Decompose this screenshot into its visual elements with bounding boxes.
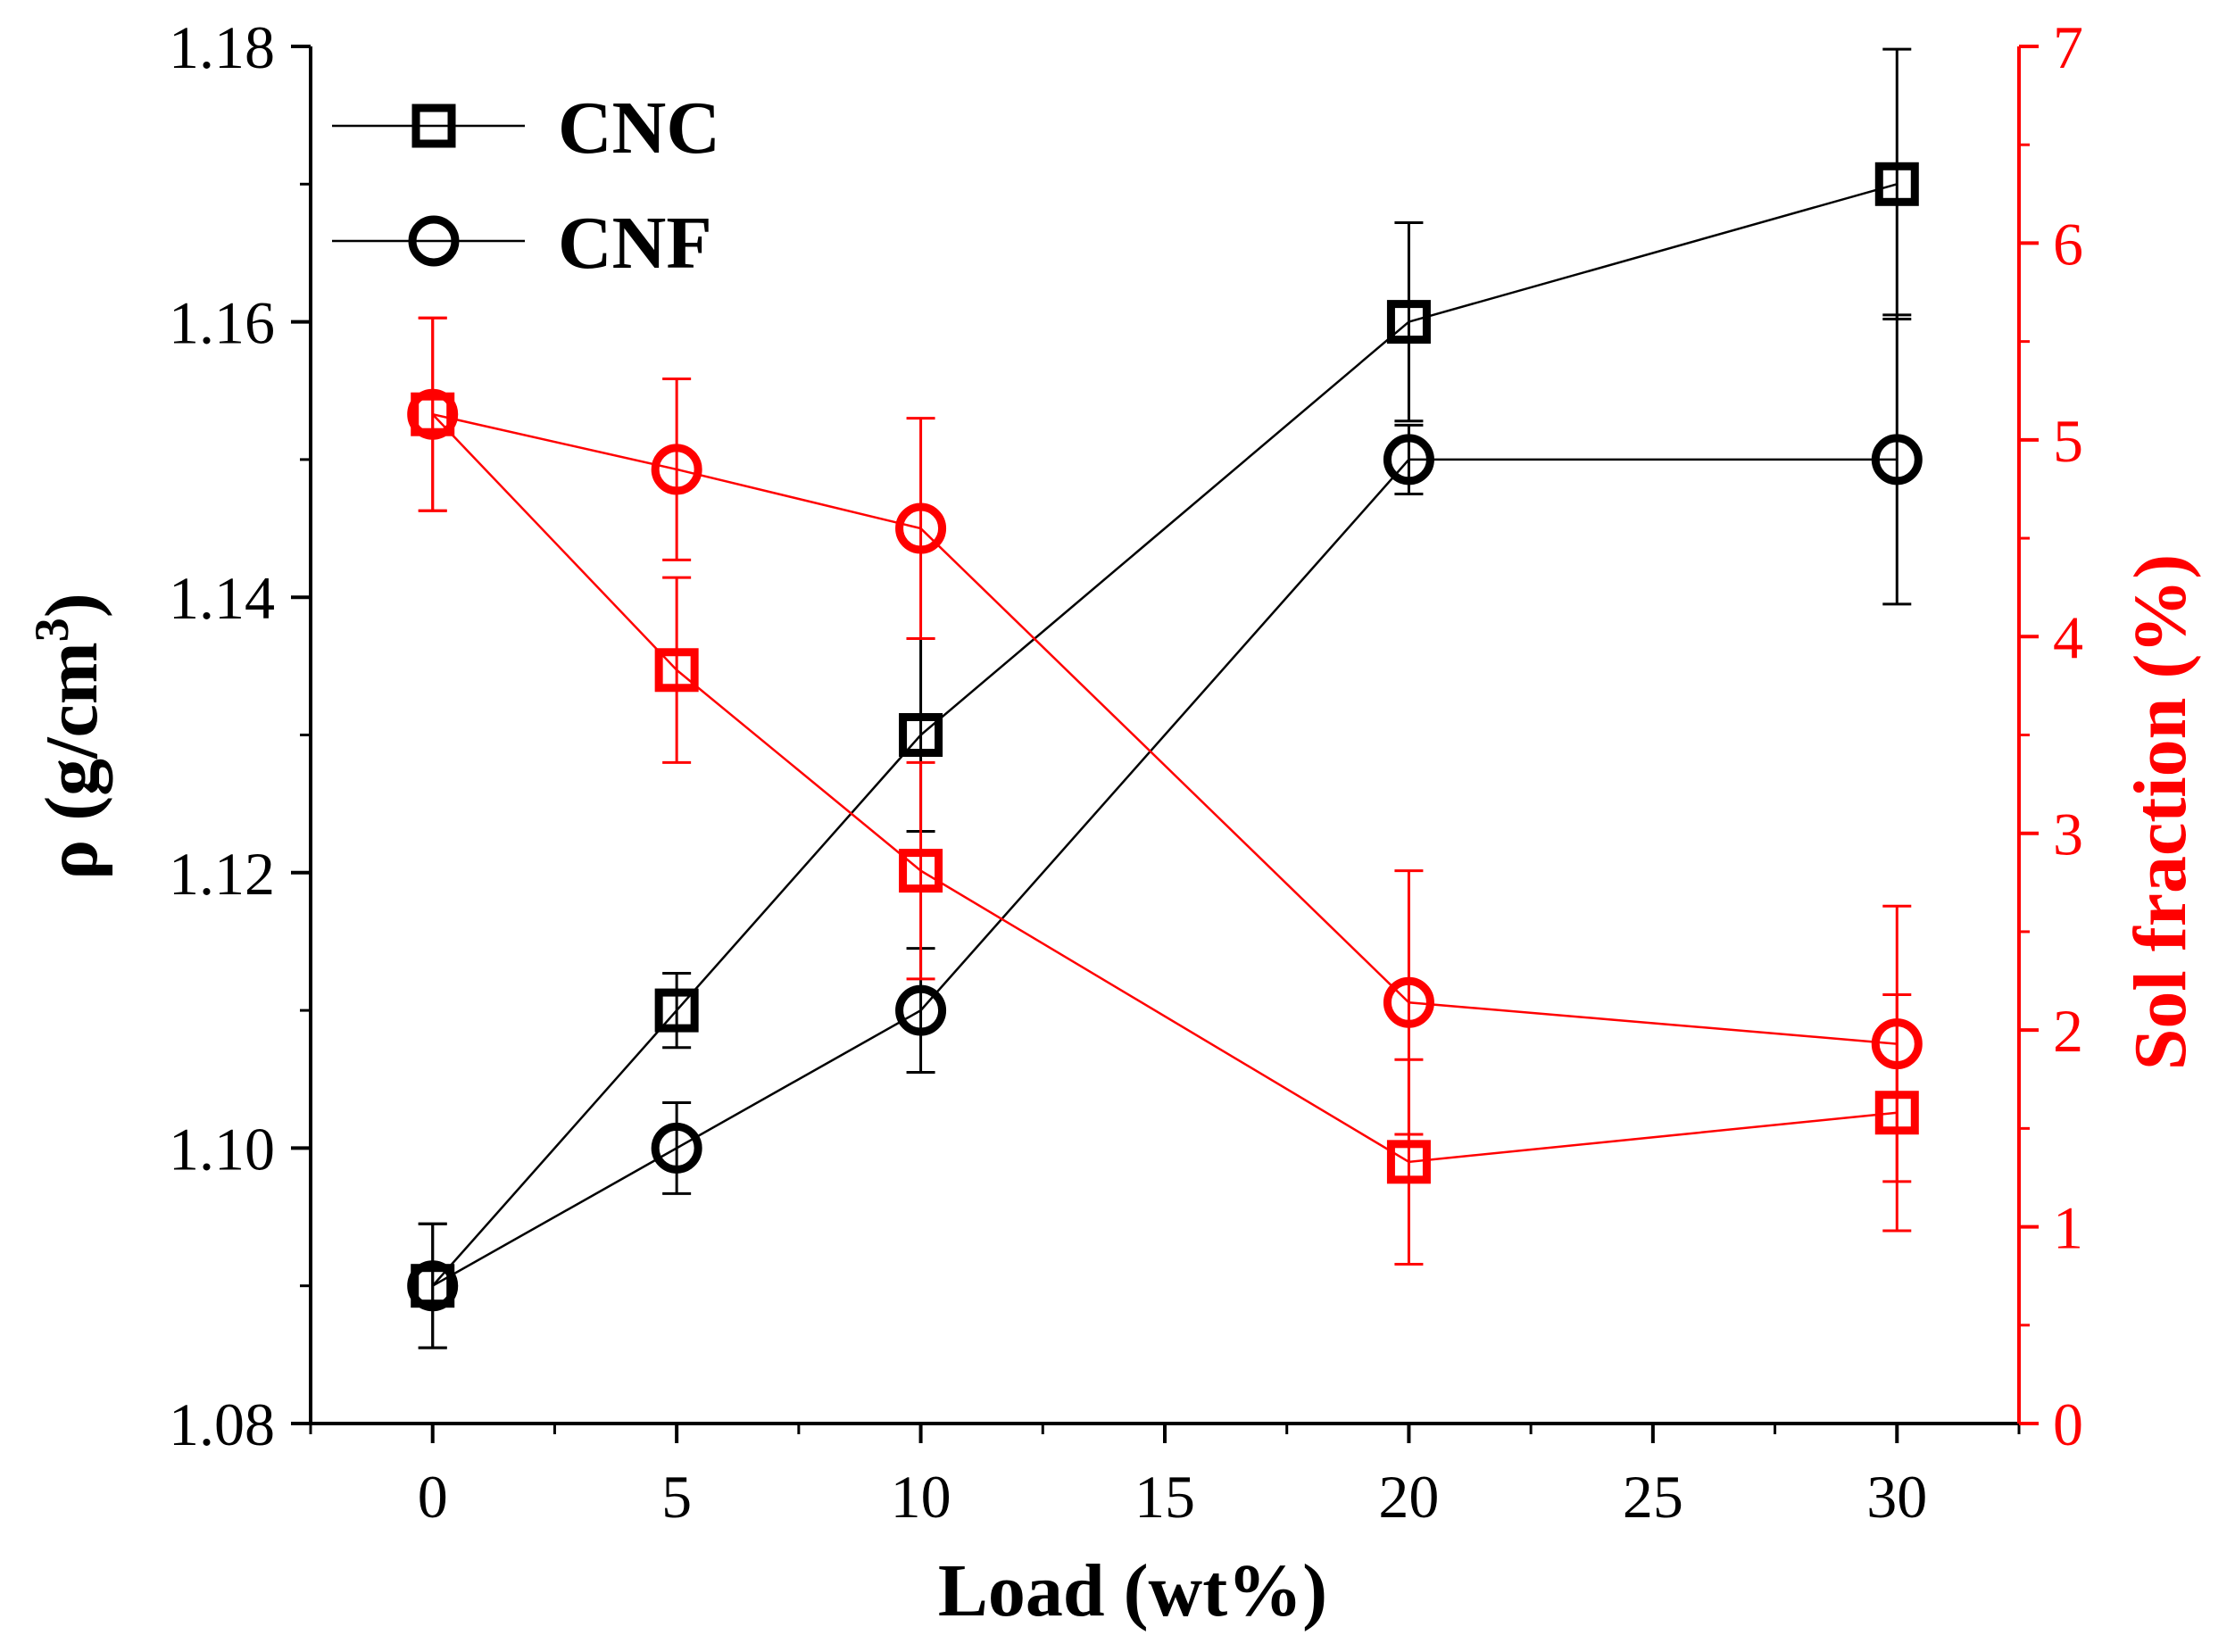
y-right-tick-label: 5 [2053, 407, 2083, 475]
x-tick-label: 0 [418, 1463, 448, 1531]
y-axis-left-title: ρ (g/cm3) [25, 593, 113, 880]
data-point [1874, 162, 1919, 206]
y-axis-left-title-superscript: 3 [25, 618, 79, 642]
x-tick-label: 5 [661, 1463, 692, 1531]
data-point [407, 1260, 459, 1312]
y-right-tick-label: 6 [2053, 210, 2083, 278]
y-right-tick-label: 0 [2053, 1391, 2083, 1458]
data-point [651, 444, 702, 495]
series-cnf [407, 313, 1923, 1349]
data-point [895, 984, 947, 1036]
series-cnf-sol-fraction [407, 316, 1923, 1183]
x-tick-label: 15 [1134, 1463, 1195, 1531]
data-point [1383, 434, 1434, 486]
x-tick-label: 30 [1866, 1463, 1927, 1531]
y-left-tick-label: 1.10 [169, 1115, 275, 1183]
data-point [899, 713, 943, 757]
data-point [651, 1122, 702, 1174]
y-left-tick-label: 1.18 [169, 13, 275, 81]
data-point [899, 849, 943, 893]
legend-label: CNF [558, 202, 712, 285]
y-left-tick-label: 1.14 [169, 564, 275, 632]
data-point [1383, 976, 1434, 1028]
y-left-tick-label: 1.08 [169, 1391, 275, 1458]
legend-label: CNC [558, 87, 720, 170]
legend-entry-cnf: CNF [332, 202, 712, 285]
x-tick-label: 25 [1623, 1463, 1683, 1531]
y-axis-left-title-suffix: ) [30, 593, 113, 618]
legend-entry-cnc: CNC [332, 87, 720, 170]
data-point [654, 988, 699, 1033]
y-right-tick-label: 7 [2053, 13, 2083, 81]
y-right-tick-label: 1 [2053, 1194, 2083, 1262]
data-point [895, 502, 947, 554]
series-layer [407, 47, 1923, 1349]
data-point [1386, 1140, 1431, 1184]
legend: CNC CNF [332, 87, 720, 285]
legend-marker [411, 104, 456, 148]
data-point [654, 648, 699, 693]
data-point [1871, 434, 1923, 486]
y-right-tick-label: 3 [2053, 801, 2083, 868]
data-point [1386, 300, 1431, 345]
y-left-tick-label: 1.12 [169, 840, 275, 908]
x-tick-label: 20 [1378, 1463, 1439, 1531]
y-axis-left-title-main: ρ (g/cm [30, 642, 113, 880]
legend-marker [408, 215, 460, 267]
data-point [407, 388, 459, 440]
axes: 0 5 10 15 20 25 30 1.08 1.10 1.12 1.14 1.16 1.18 0 1 2 3… [169, 13, 2083, 1531]
y-left-tick-label: 1.16 [169, 289, 275, 357]
x-axis-title: Load (wt%) [938, 1549, 1327, 1632]
data-point [1871, 1018, 1923, 1070]
y-axis-right-title: Sol fraction (%) [2119, 554, 2202, 1071]
y-right-tick-label: 2 [2053, 997, 2083, 1065]
y-right-tick-label: 4 [2053, 603, 2083, 671]
x-tick-label: 10 [891, 1463, 951, 1531]
